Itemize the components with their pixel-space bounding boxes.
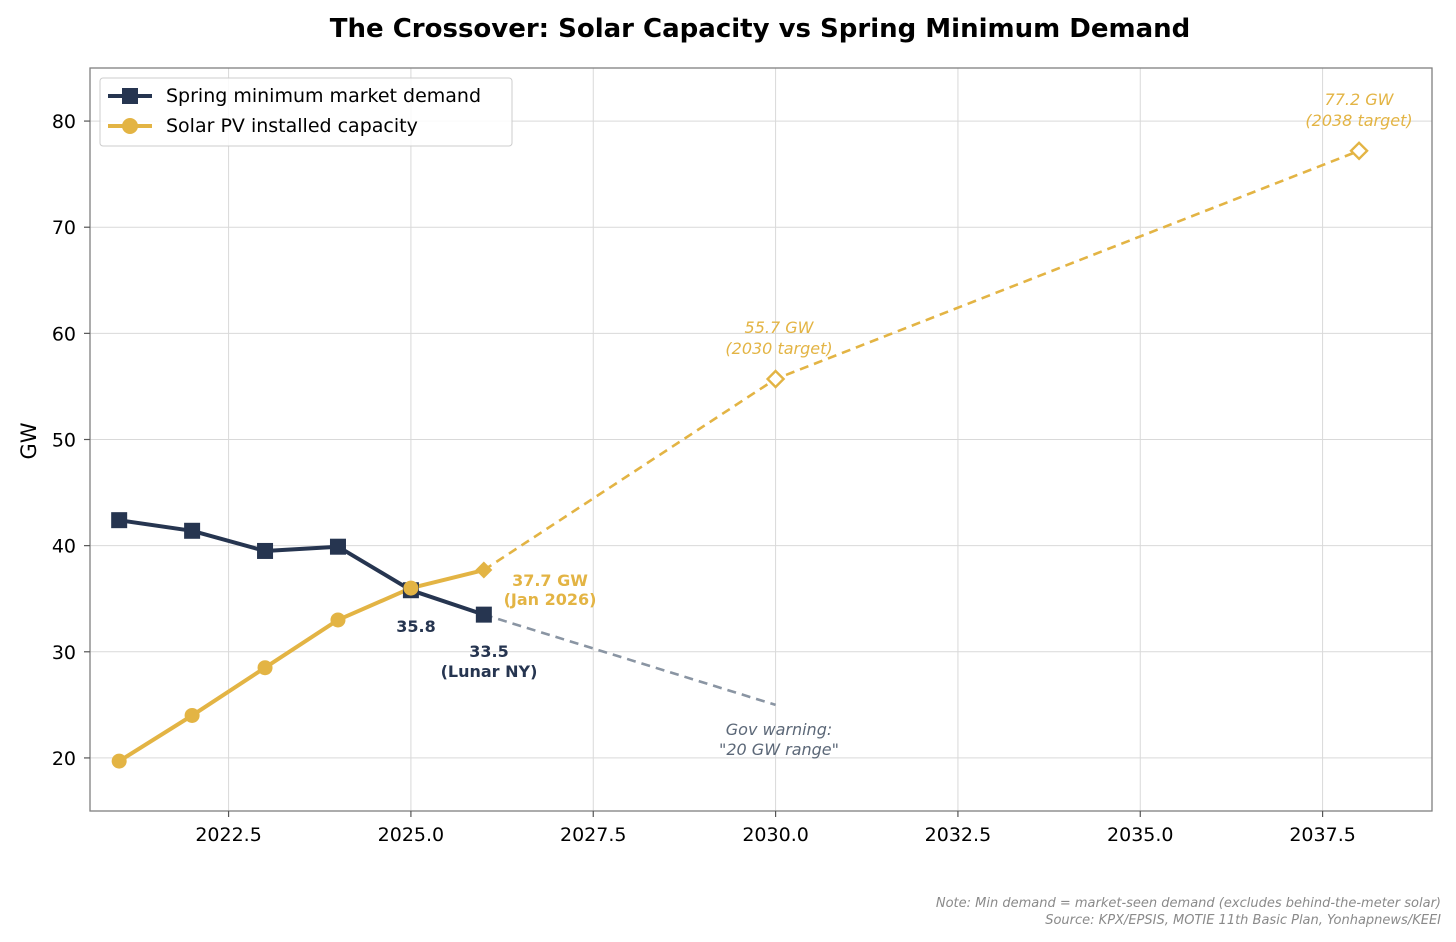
y-tick-label: 60 bbox=[52, 323, 76, 345]
x-tick-label: 2022.5 bbox=[195, 824, 261, 846]
legend-marker-demand bbox=[122, 88, 138, 104]
demand-point bbox=[111, 512, 128, 529]
x-tick-label: 2035.0 bbox=[1107, 824, 1173, 846]
annotation-line: 77.2 GW bbox=[1325, 90, 1395, 109]
y-tick-label: 40 bbox=[52, 536, 76, 558]
annotation: Gov warning: "20 GW range" bbox=[719, 720, 839, 759]
annotation-line: (Lunar NY) bbox=[441, 662, 538, 681]
x-tick-label: 2030.0 bbox=[742, 824, 808, 846]
grid bbox=[90, 68, 1432, 811]
annotation: 35.8 bbox=[396, 617, 435, 636]
legend-label-demand: Spring minimum market demand bbox=[166, 85, 481, 107]
y-tick-label: 50 bbox=[52, 430, 76, 452]
solar-point bbox=[184, 707, 200, 723]
x-tick-label: 2037.5 bbox=[1289, 824, 1355, 846]
solar-projection-line bbox=[483, 149, 1360, 572]
legend-label-solar: Solar PV installed capacity bbox=[166, 115, 418, 137]
solar-point bbox=[330, 612, 346, 628]
annotation-line: (2038 target) bbox=[1305, 111, 1412, 130]
x-tick-label: 2025.0 bbox=[378, 824, 444, 846]
solar-point bbox=[257, 660, 273, 676]
chart-title: The Crossover: Solar Capacity vs Spring … bbox=[330, 14, 1190, 44]
legend-box bbox=[99, 77, 513, 147]
legend: Spring minimum market demand Solar PV in… bbox=[99, 77, 513, 147]
annotation: 33.5 (Lunar NY) bbox=[441, 642, 538, 681]
y-tick-label: 20 bbox=[52, 748, 76, 770]
footer-note: Note: Min demand = market-seen demand (e… bbox=[936, 896, 1441, 911]
projections bbox=[483, 141, 1369, 707]
demand-point bbox=[257, 542, 274, 559]
y-tick-label: 70 bbox=[52, 217, 76, 239]
annotation: 55.7 GW (2030 target) bbox=[725, 318, 832, 358]
annotation-line: "20 GW range" bbox=[719, 740, 839, 759]
annotation: 37.7 GW (Jan 2026) bbox=[504, 571, 597, 609]
demand-point bbox=[184, 522, 201, 539]
y-tick-label: 30 bbox=[52, 642, 76, 664]
annotation-line: 37.7 GW bbox=[512, 571, 588, 590]
solar-current-marker bbox=[475, 561, 493, 579]
legend-marker-solar bbox=[122, 118, 138, 134]
demand-point bbox=[329, 538, 346, 555]
solar-line-extension bbox=[410, 568, 485, 591]
series-lines bbox=[111, 512, 493, 769]
annotation-line: (2030 target) bbox=[725, 339, 832, 358]
solar-target-marker bbox=[765, 369, 786, 389]
y-axis: 20 30 40 50 60 70 80 bbox=[52, 111, 90, 770]
annotation-line: Gov warning: bbox=[726, 720, 832, 739]
x-axis: 2022.5 2025.0 2027.5 2030.0 2032.5 2035.0 2037… bbox=[195, 811, 1356, 846]
annotation-line: (Jan 2026) bbox=[504, 590, 597, 609]
solar-point bbox=[111, 753, 127, 769]
annotations: 37.7 GW (Jan 2026) 35.8 33.5 (Lunar NY) 55.7 … bbox=[396, 90, 1412, 759]
annotation-line: 35.8 bbox=[396, 617, 435, 636]
annotation: 77.2 GW (2038 target) bbox=[1305, 90, 1412, 130]
annotation-line: 33.5 bbox=[469, 642, 508, 661]
y-tick-label: 80 bbox=[52, 111, 76, 133]
x-tick-label: 2032.5 bbox=[925, 824, 991, 846]
demand-point bbox=[475, 606, 492, 623]
solar-target-marker bbox=[1349, 141, 1369, 161]
footer-source: Source: KPX/EPSIS, MOTIE 11th Basic Plan… bbox=[1045, 913, 1441, 928]
x-tick-label: 2027.5 bbox=[560, 824, 626, 846]
annotation-line: 55.7 GW bbox=[745, 318, 815, 337]
demand-line bbox=[118, 518, 485, 617]
y-axis-label: GW bbox=[17, 422, 41, 459]
demand-projection-line bbox=[483, 613, 776, 707]
solar-point bbox=[403, 580, 419, 596]
